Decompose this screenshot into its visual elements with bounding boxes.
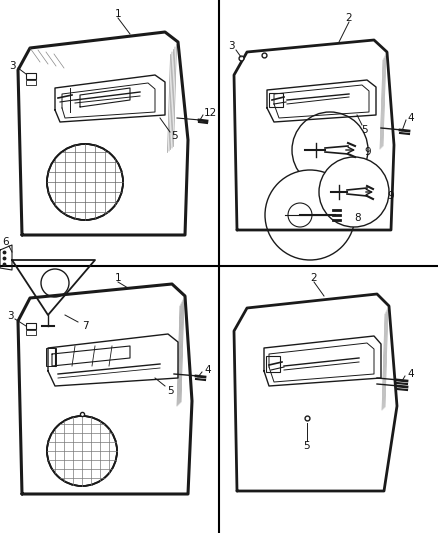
- Circle shape: [265, 170, 355, 260]
- Text: 9: 9: [365, 147, 371, 157]
- Circle shape: [319, 157, 389, 227]
- Text: 6: 6: [3, 237, 9, 247]
- Text: 2: 2: [311, 273, 317, 283]
- Bar: [26, 323, 36, 329]
- Text: 8: 8: [355, 213, 361, 223]
- Text: 4: 4: [408, 369, 414, 379]
- Text: 3: 3: [9, 61, 15, 71]
- Text: 1: 1: [115, 273, 121, 283]
- Text: 5: 5: [360, 125, 367, 135]
- Text: 4: 4: [408, 113, 414, 123]
- Text: 5: 5: [167, 386, 173, 396]
- Circle shape: [292, 112, 368, 188]
- Text: 3: 3: [228, 41, 234, 51]
- Text: 12: 12: [203, 108, 217, 118]
- Bar: [26, 330, 36, 335]
- Bar: [266, 356, 280, 372]
- Text: 4: 4: [205, 365, 211, 375]
- Text: 1: 1: [115, 9, 121, 19]
- Text: 7: 7: [82, 321, 88, 331]
- Text: 3: 3: [7, 311, 13, 321]
- Text: 5: 5: [172, 131, 178, 141]
- Bar: [46, 348, 56, 366]
- Bar: [269, 93, 283, 107]
- Text: 9: 9: [388, 191, 394, 201]
- Bar: [26, 80, 36, 85]
- Text: 2: 2: [346, 13, 352, 23]
- Bar: [26, 73, 36, 79]
- Text: 5: 5: [304, 441, 310, 451]
